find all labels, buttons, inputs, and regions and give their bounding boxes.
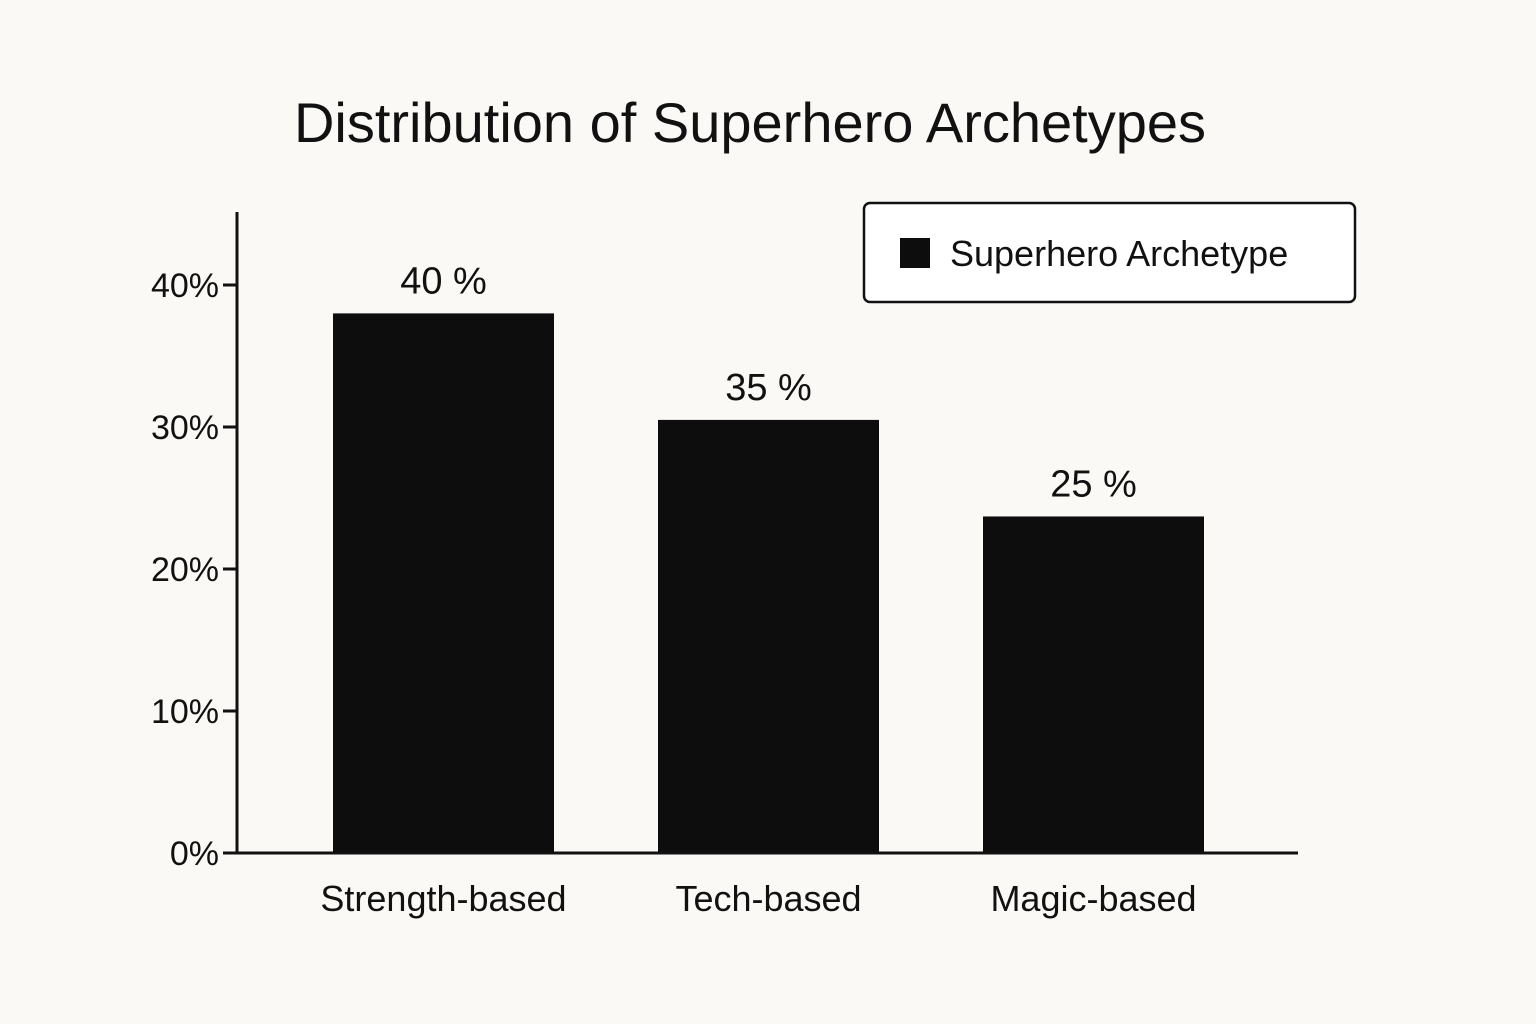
legend-label: Superhero Archetype (950, 233, 1288, 274)
y-axis-ticks: 0% 10% 20% 30% 40% (151, 267, 237, 873)
bar-strength-based (333, 313, 554, 853)
bar-value-label: 25 % (1050, 463, 1137, 505)
x-category-label: Magic-based (990, 878, 1196, 919)
bars-group (333, 313, 1204, 853)
y-tick-label: 30% (151, 409, 219, 447)
bar-value-label: 35 % (725, 367, 812, 409)
x-category-label: Tech-based (675, 878, 861, 919)
y-tick-label: 0% (170, 835, 219, 873)
category-labels-group: Strength-based Tech-based Magic-based (320, 878, 1196, 919)
legend-swatch (900, 238, 930, 268)
x-category-label: Strength-based (320, 878, 566, 919)
bar-value-label: 40 % (400, 260, 487, 302)
y-tick-label: 10% (151, 693, 219, 731)
chart-title: Distribution of Superhero Archetypes (294, 91, 1206, 154)
legend-box (862, 201, 1357, 304)
y-tick-label: 40% (151, 267, 219, 305)
bar-magic-based (983, 516, 1204, 853)
value-labels-group: 40 % 35 % 25 % (400, 260, 1137, 505)
legend: Superhero Archetype (862, 201, 1357, 304)
bar-tech-based (658, 419, 879, 853)
y-tick-label: 20% (151, 551, 219, 589)
